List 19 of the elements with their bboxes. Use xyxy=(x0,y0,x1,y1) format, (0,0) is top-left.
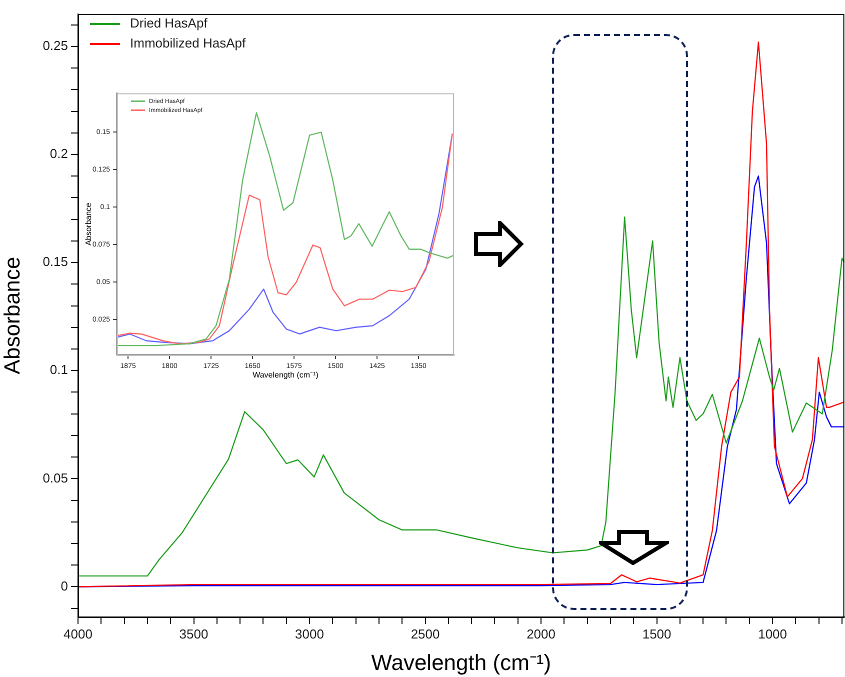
y-tick-label: 0.25 xyxy=(42,38,68,53)
x-tick-label: 1500 xyxy=(642,626,672,642)
y-axis-title: Absorbance xyxy=(0,256,24,374)
x-tick-label: 3500 xyxy=(179,626,208,642)
legend-label: Dried HasApf xyxy=(130,16,208,31)
y-tick-label: 0.15 xyxy=(42,254,68,270)
y-tick-label: 0.05 xyxy=(42,470,68,486)
x-axis-title: Wavelength (cm⁻¹) xyxy=(371,650,552,675)
y-tick-label: 0.1 xyxy=(50,362,68,378)
y-tick-label: 0.2 xyxy=(50,146,68,162)
x-tick-label: 2000 xyxy=(526,626,556,642)
x-tick-label: 3000 xyxy=(295,626,324,642)
x-tick-label: 1000 xyxy=(758,626,788,642)
x-tick-label: 2500 xyxy=(410,626,440,642)
y-tick-label: 0 xyxy=(60,578,68,594)
legend-label: Immobilized HasApf xyxy=(130,36,246,51)
x-tick-label: 4000 xyxy=(64,626,92,642)
y-axis-title: Absorbance xyxy=(84,202,94,246)
x-axis-title: Wavelength (cm⁻¹) xyxy=(252,370,319,380)
